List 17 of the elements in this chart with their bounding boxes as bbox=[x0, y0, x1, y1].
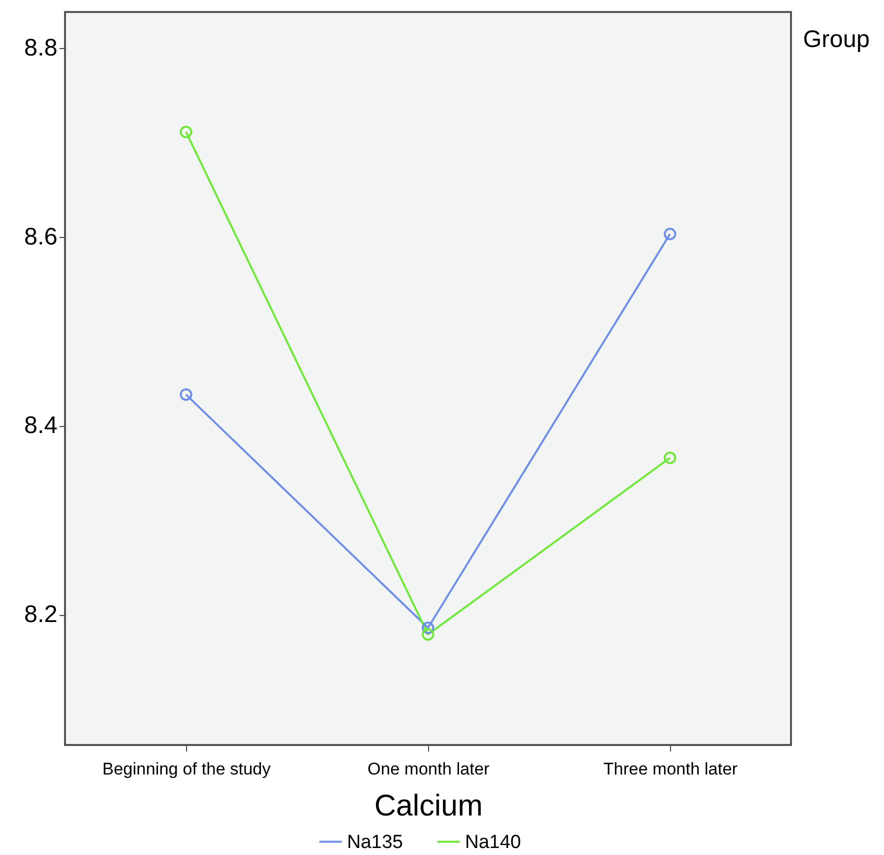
x-tick-label: One month later bbox=[368, 760, 490, 778]
point bbox=[180, 126, 192, 138]
x-axis-title: Calcium bbox=[374, 790, 483, 822]
point bbox=[422, 622, 434, 634]
x-tick-label: Beginning of the study bbox=[102, 760, 272, 778]
y-tick-label: 8.2 bbox=[24, 601, 58, 628]
point bbox=[422, 628, 434, 641]
legend-label: Na140 bbox=[465, 832, 521, 853]
y-tick-label: 8.8 bbox=[24, 34, 58, 62]
point bbox=[664, 228, 676, 240]
x-tick-label: Three month later bbox=[603, 760, 738, 778]
legend-label: Na135 bbox=[347, 832, 403, 853]
y-tick-label: 8.4 bbox=[24, 412, 58, 440]
y-tick-label: 8.6 bbox=[24, 223, 58, 250]
point bbox=[664, 452, 676, 464]
legend-title: Group bbox=[803, 26, 870, 53]
point bbox=[180, 388, 192, 401]
